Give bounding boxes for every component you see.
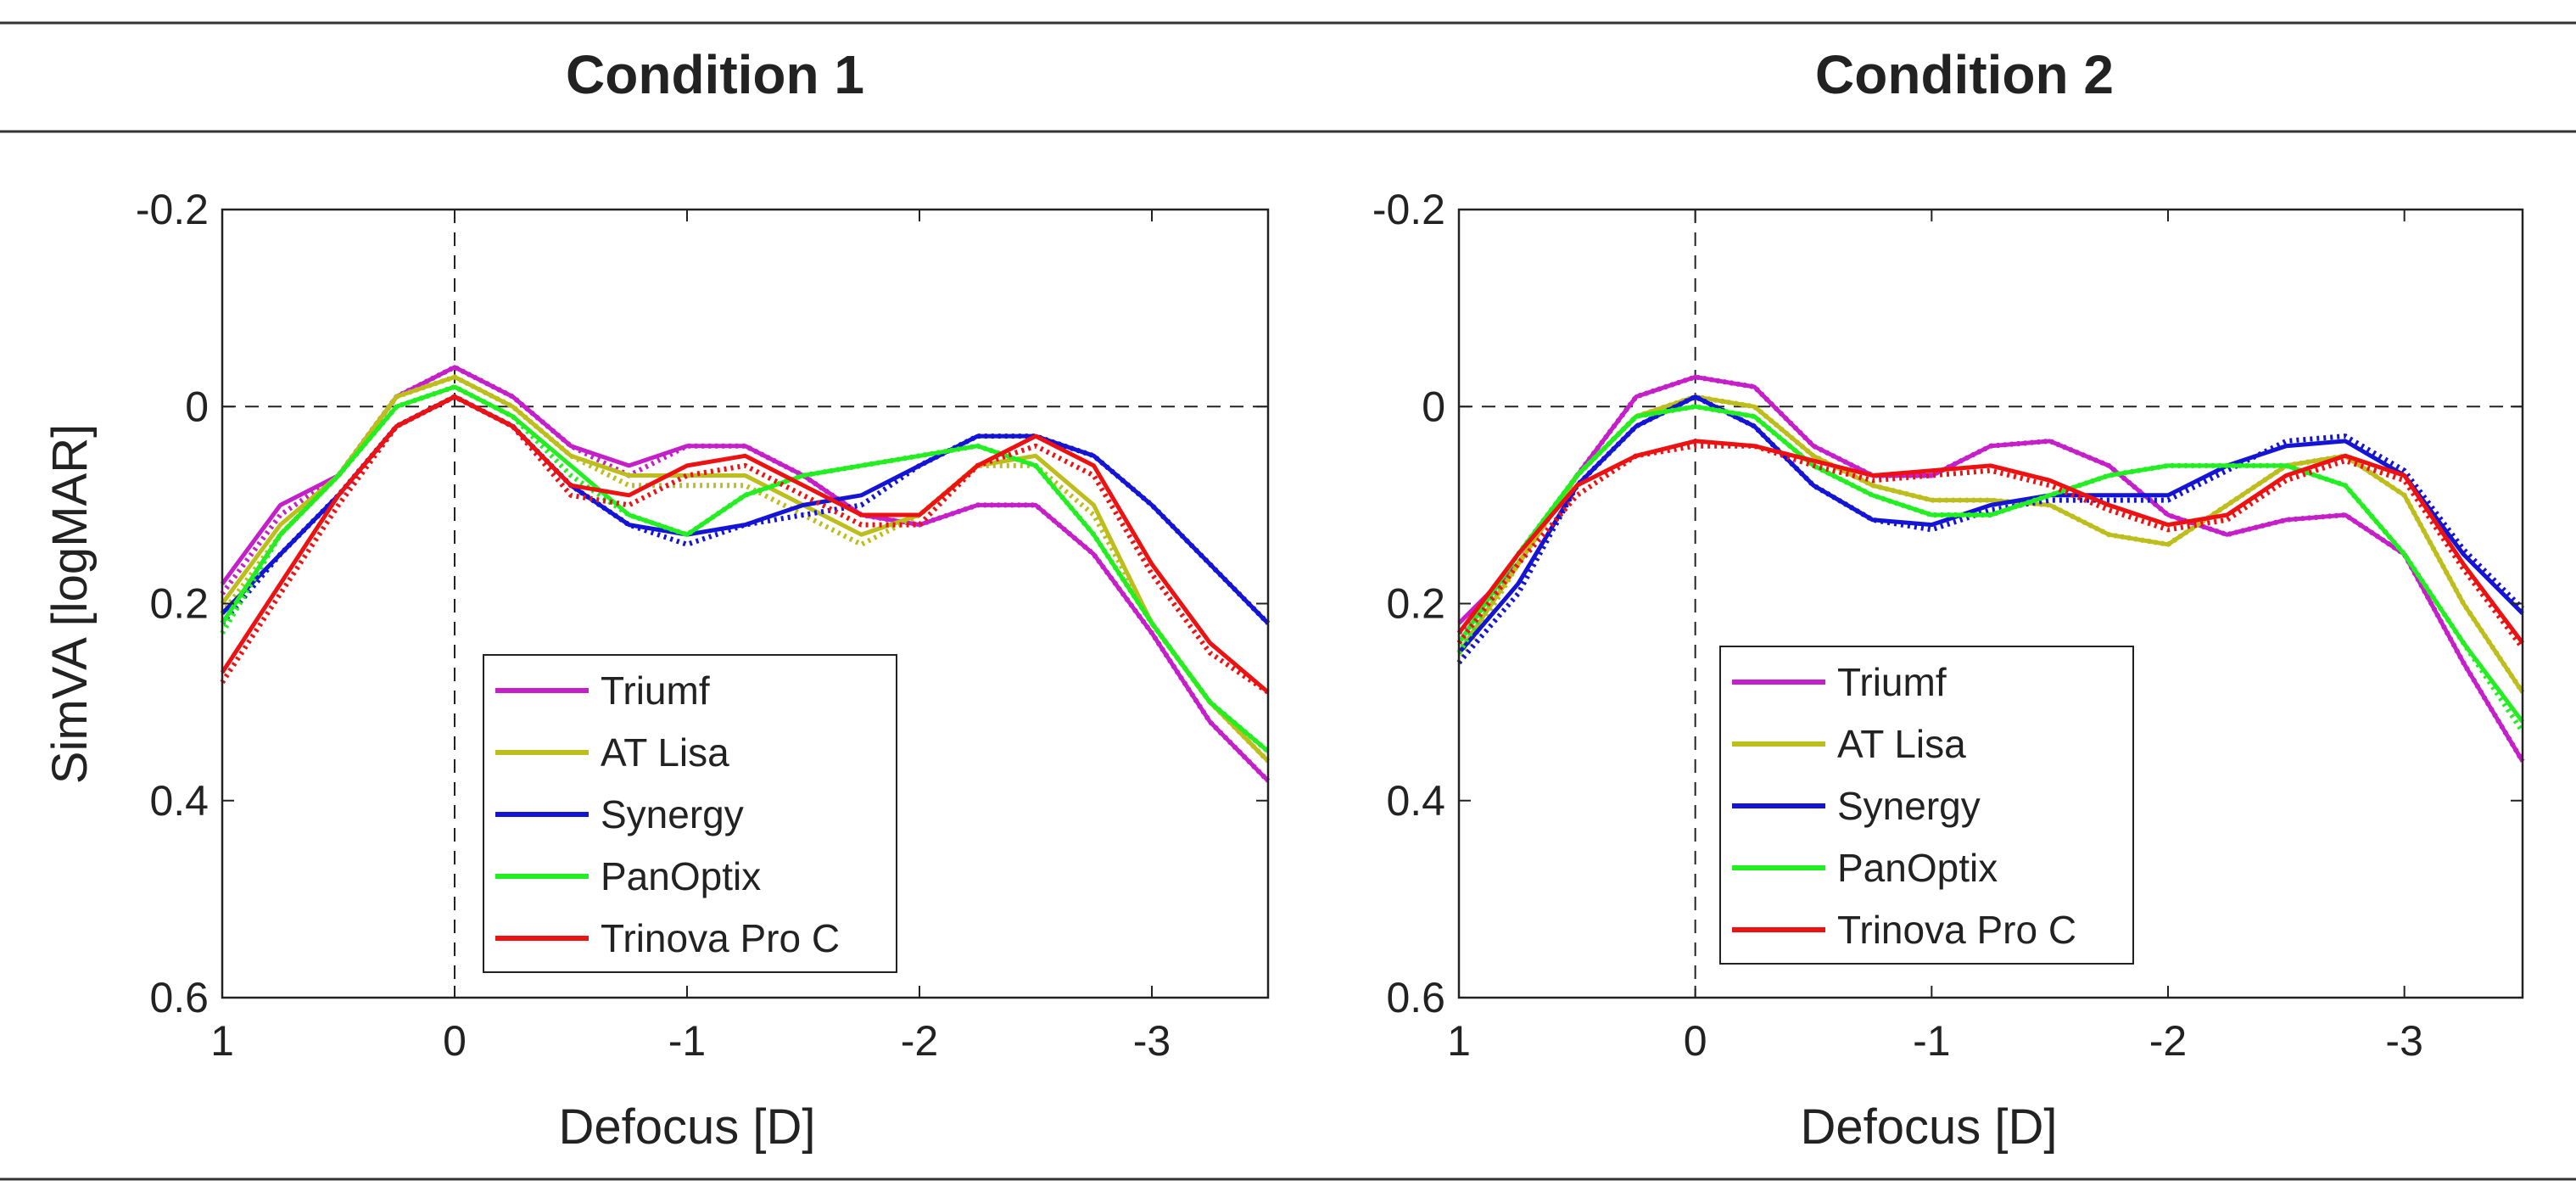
x-tick-label: -1 (668, 1017, 706, 1065)
legend-label: Trinova Pro C (601, 916, 840, 960)
series-solid-line (1457, 374, 2525, 763)
series-triumf (1456, 374, 2525, 763)
y-tick-label: 0.4 (1386, 777, 1445, 825)
legend-entry: PanOptix (495, 854, 761, 898)
legend: Triumf AT Lisa Synergy PanOptix Trinova Pro … (483, 654, 897, 973)
series-dotted-line (1456, 394, 2525, 665)
x-axis-label: Defocus [D] (1801, 1099, 2058, 1155)
series-solid-line (220, 384, 1270, 753)
legend-entry: Synergy (1732, 784, 1981, 828)
legend-label: Triumf (1837, 660, 1947, 704)
series-solid-line (220, 374, 1270, 764)
chart-title: Condition 2 (1815, 44, 2114, 105)
plot-area: 1 0 -1 -2 -3 -0.2 0 0.2 0.4 0.6 (1372, 186, 2525, 1065)
legend-entry: Triumf (495, 668, 710, 713)
y-tick-label: 0.2 (149, 580, 209, 628)
chart-title: Condition 1 (566, 44, 864, 105)
series-trinova-pro-c (220, 394, 1270, 695)
y-tick-label: 0 (1422, 383, 1445, 430)
series-solid-line (1457, 439, 2524, 645)
legend-label: AT Lisa (1837, 722, 1966, 766)
legend-label: Synergy (1837, 784, 1981, 828)
x-tick-label: 1 (210, 1017, 234, 1065)
series-synergy (220, 394, 1271, 625)
x-tick-label: -1 (1913, 1017, 1950, 1065)
y-tick-label: -0.2 (1372, 186, 1445, 233)
series-trinova-pro-c (1456, 439, 2525, 650)
y-tick-label: 0.6 (1386, 974, 1445, 1021)
legend-entry: Trinova Pro C (1732, 908, 2076, 952)
y-tick-label: 0.6 (149, 974, 209, 1021)
series-solid-line (1456, 404, 2525, 724)
legend-label: AT Lisa (601, 730, 729, 775)
x-tick-label: -2 (901, 1017, 938, 1065)
y-axis-label: SimVA [logMAR] (42, 424, 98, 784)
x-tick-label: -3 (2385, 1017, 2422, 1065)
x-tick-label: -3 (1133, 1017, 1171, 1065)
series-dotted-line (220, 394, 1270, 695)
x-tick-label: 1 (1447, 1017, 1471, 1065)
series-panoptix (1456, 404, 2525, 734)
y-tick-label: 0.4 (149, 777, 209, 825)
legend-label: PanOptix (601, 854, 761, 898)
legend-label: Synergy (601, 792, 744, 836)
chart-condition-2: Condition 2 Defocus [D] 1 0 -1 -2 -3 -0.2 0 0.2… (1372, 44, 2525, 1155)
x-axis-label: Defocus [D] (559, 1099, 816, 1155)
series-panoptix (220, 384, 1270, 753)
series-solid-line (221, 394, 1270, 625)
legend-label: PanOptix (1837, 846, 1998, 890)
legend-entry: AT Lisa (1732, 722, 1966, 766)
legend-entry: Synergy (495, 792, 744, 836)
series-solid-line (1457, 394, 2524, 655)
plot-area: 1 0 -1 -2 -3 -0.2 0 0.2 0.4 0.6 (136, 186, 1271, 1065)
legend-entry: PanOptix (1732, 846, 1998, 890)
legend: Triumf AT Lisa Synergy PanOptix Trinova Pro … (1719, 646, 2134, 965)
series-at-lisa (220, 374, 1271, 764)
legend-label: Triumf (601, 668, 710, 713)
legend-label: Trinova Pro C (1837, 908, 2076, 952)
x-tick-label: 0 (1684, 1017, 1707, 1065)
series-dotted-line (220, 394, 1271, 625)
y-tick-label: 0.2 (1386, 580, 1445, 628)
y-tick-label: -0.2 (136, 186, 209, 233)
chart-condition-1: Condition 1 SimVA [logMAR] Defocus [D] 1… (42, 44, 1271, 1155)
x-tick-label: -2 (2149, 1017, 2187, 1065)
series-synergy (1456, 394, 2525, 665)
legend-entry: AT Lisa (495, 730, 729, 775)
series-solid-line (220, 394, 1270, 694)
legend-entry: Triumf (1732, 660, 1947, 704)
x-tick-label: 0 (443, 1017, 467, 1065)
y-tick-label: 0 (185, 383, 209, 430)
series-dotted-line (1456, 443, 2525, 650)
legend-entry: Trinova Pro C (495, 916, 840, 960)
